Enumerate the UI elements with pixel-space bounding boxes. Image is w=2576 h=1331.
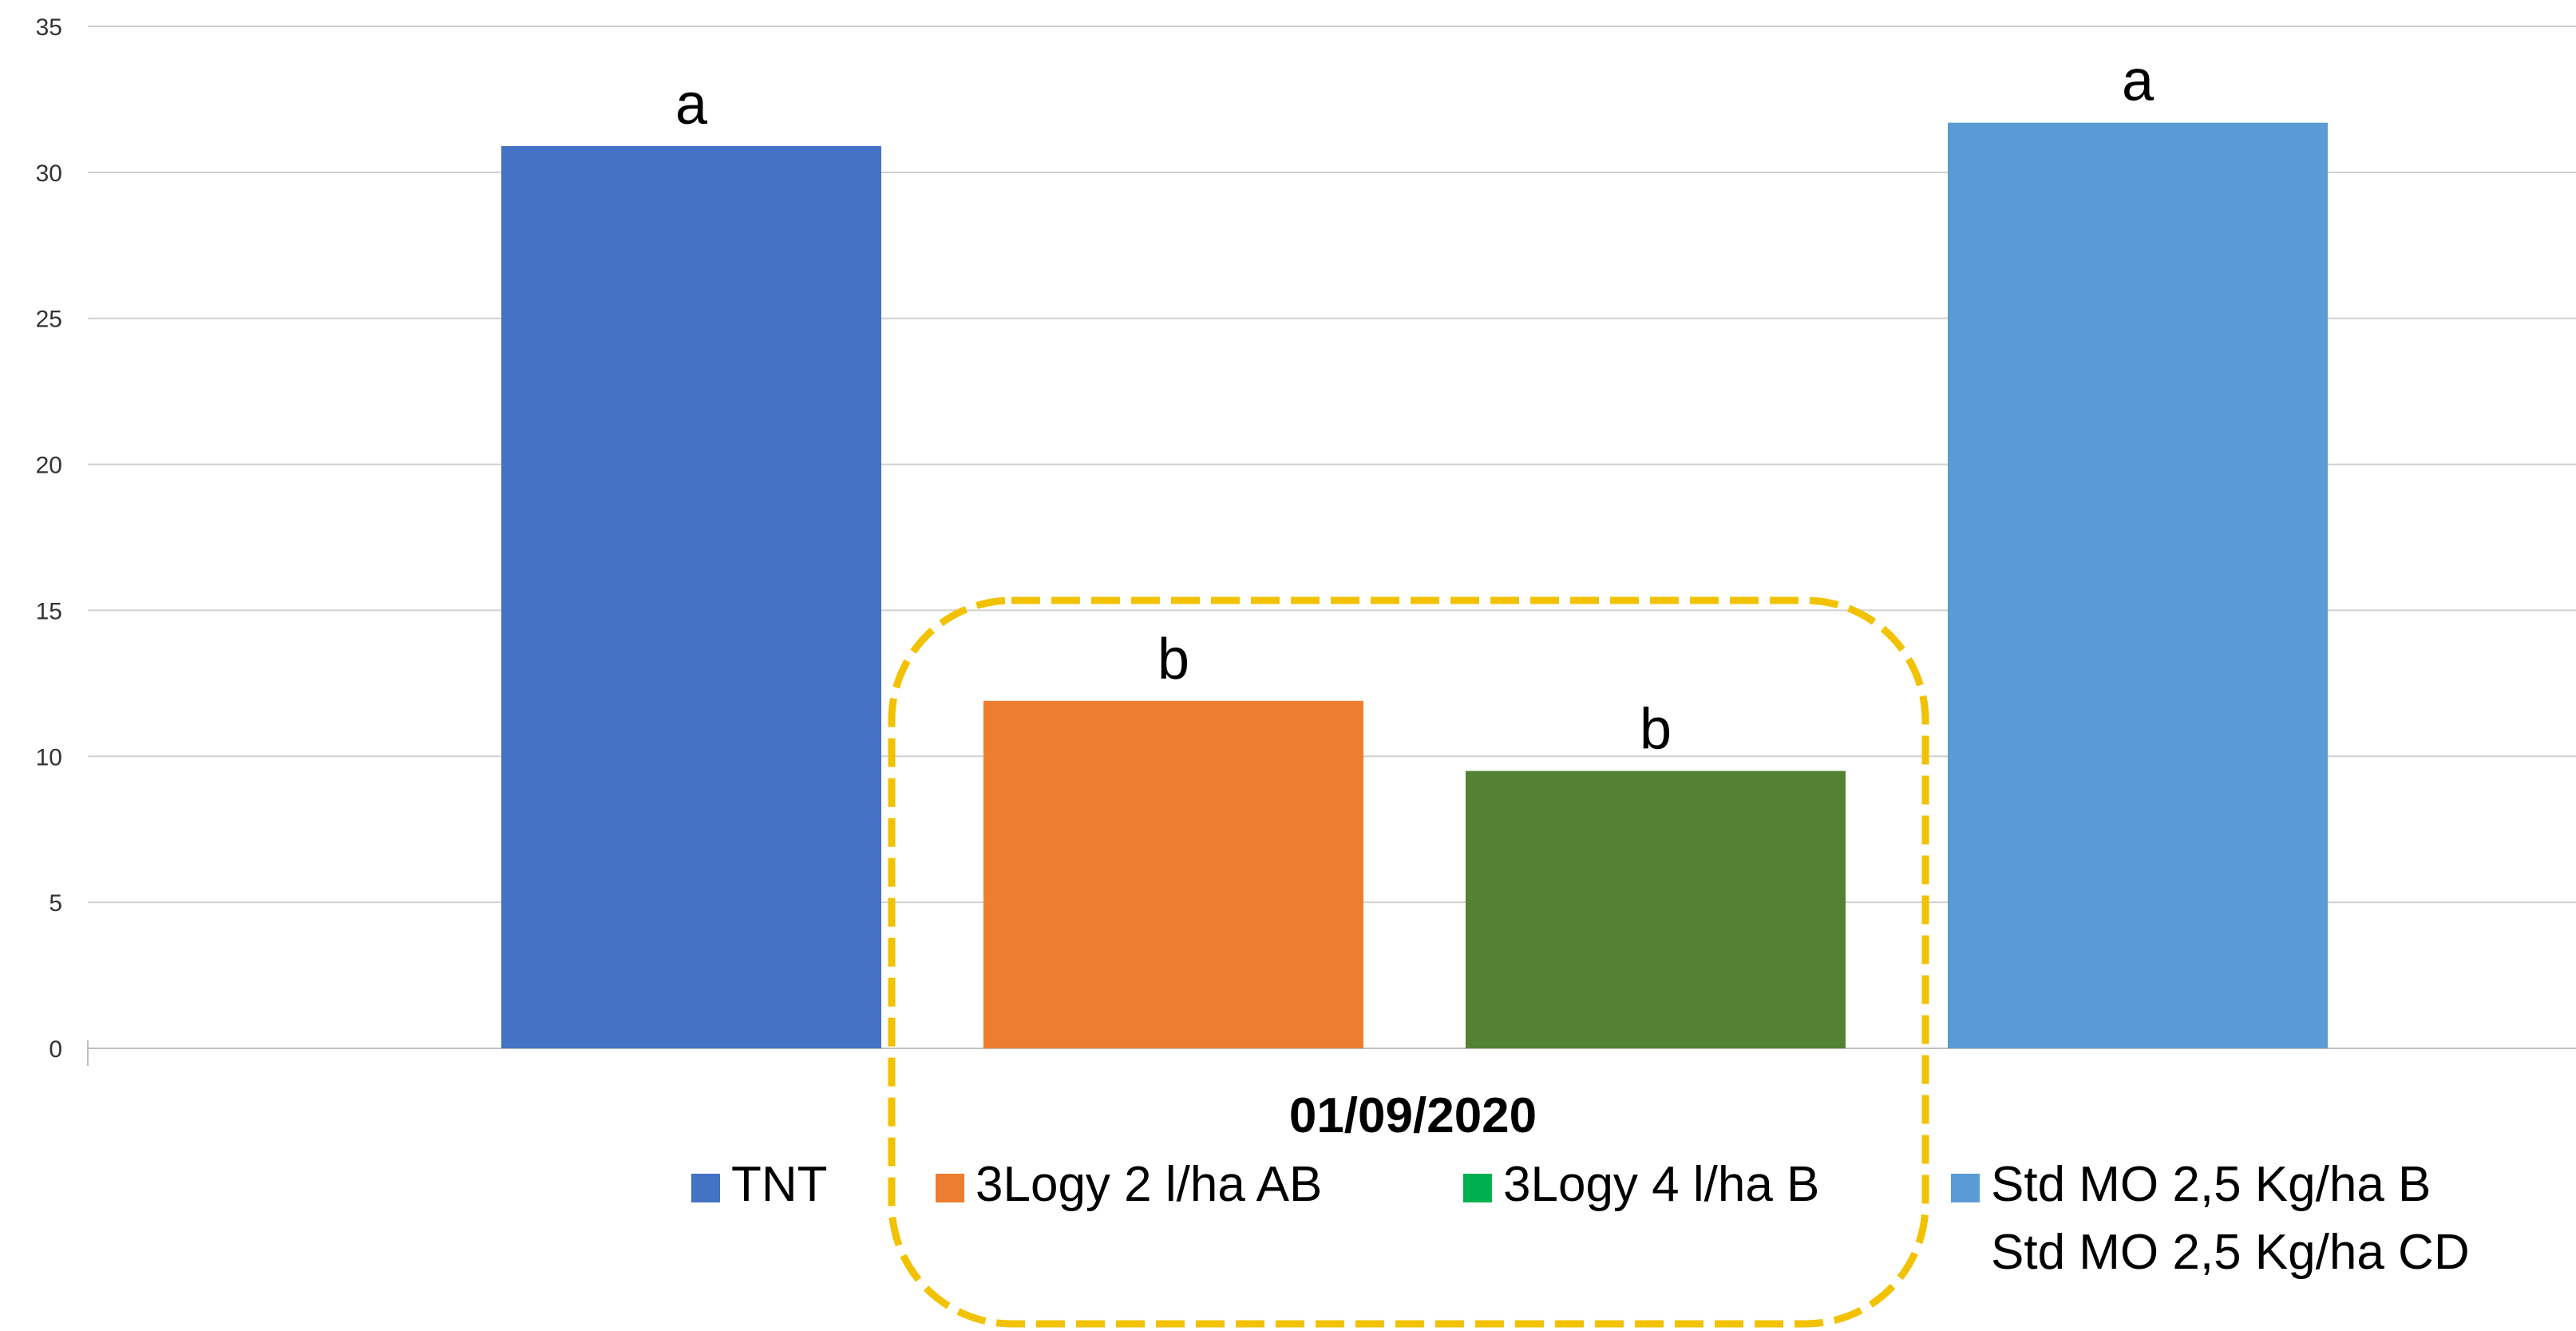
legend-label-extra: Std MO 2,5 Kg/ha CD (1991, 1225, 2470, 1280)
significance-label: b (1640, 698, 1672, 762)
significance-label: a (675, 73, 708, 137)
y-tick-label: 25 (36, 307, 62, 333)
bar (1466, 770, 1846, 1048)
y-tick-label: 10 (36, 744, 62, 770)
bar (501, 145, 881, 1048)
legend-marker (936, 1174, 964, 1202)
legend-label: Std MO 2,5 Kg/ha B (1991, 1157, 2431, 1212)
legend-label: 3Logy 2 l/ha AB (975, 1157, 1322, 1212)
bar (983, 700, 1363, 1048)
y-tick-label: 20 (36, 453, 62, 479)
y-tick-label: 0 (49, 1036, 62, 1063)
bars: a b b a (501, 50, 2328, 1049)
y-tick-label: 35 (36, 14, 62, 41)
y-tick-label: 5 (49, 890, 62, 917)
y-tick-label: 15 (36, 598, 62, 624)
legend-marker (691, 1174, 720, 1202)
legend-marker (1463, 1174, 1492, 1202)
highlight-box (888, 596, 1929, 1328)
legend-marker (1951, 1174, 1980, 1202)
significance-label: a (2122, 50, 2155, 113)
significance-label: b (1157, 628, 1189, 691)
legend-label: TNT (731, 1157, 828, 1212)
legend: TNT 3Logy 2 l/ha AB 3Logy 4 l/ha B Std MO 2… (691, 1157, 2470, 1280)
bar (1948, 122, 2328, 1049)
y-tick-label: 30 (36, 160, 62, 187)
y-axis: 0 5 10 15 20 25 30 35 (36, 14, 89, 1066)
legend-label: 3Logy 4 l/ha B (1503, 1157, 1819, 1212)
category-label: 01/09/2020 (1289, 1088, 1537, 1143)
